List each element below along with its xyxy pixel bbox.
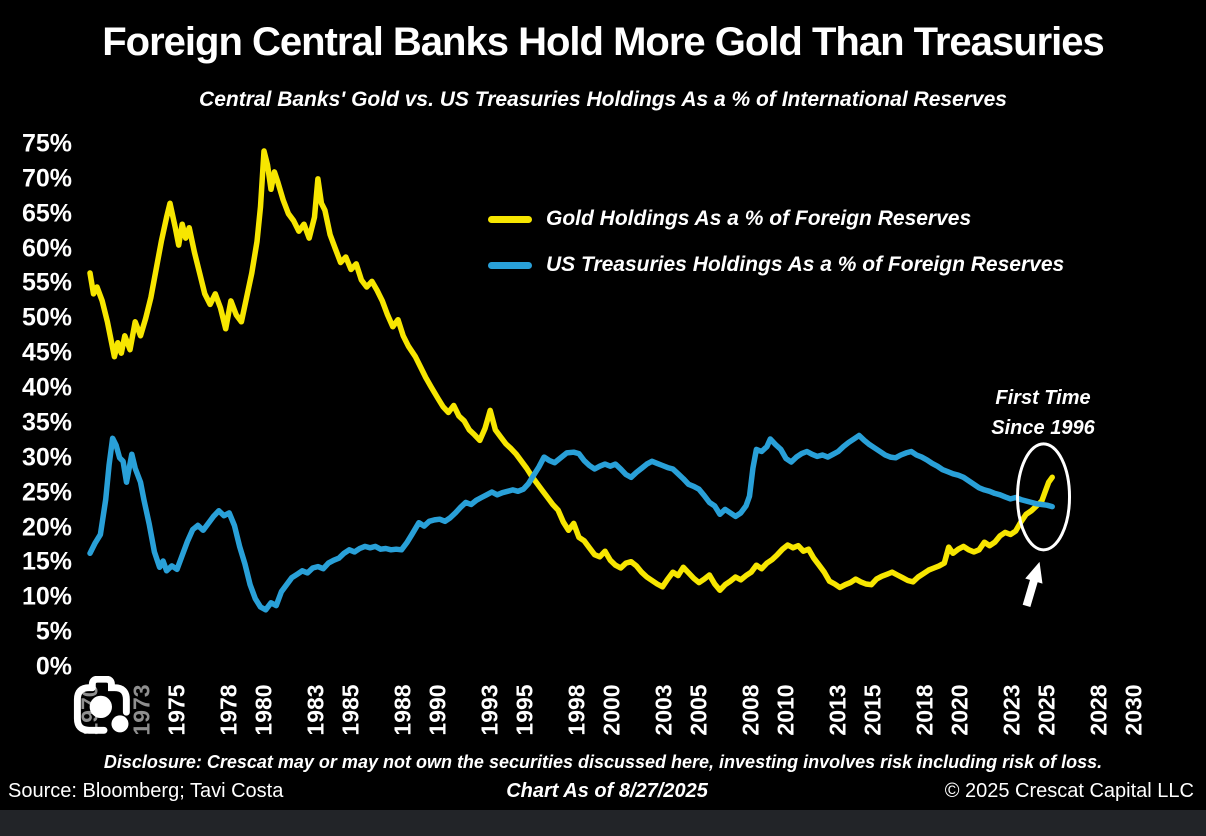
y-tick-label: 20% [21,513,72,542]
y-tick-label: 45% [21,338,72,367]
x-tick-label: 2015 [859,684,886,736]
x-tick-label: 1978 [215,684,242,736]
bottom-app-strip [0,810,1206,836]
x-tick-label: 2010 [772,684,799,736]
x-tick-label: 2028 [1085,684,1112,736]
x-tick-label: 1980 [250,684,277,736]
disclosure-text: Disclosure: Crescat may or may not own t… [103,752,1103,772]
y-tick-label: 70% [21,164,72,193]
x-tick-label: 1990 [424,684,451,736]
y-tick-label: 5% [35,617,72,646]
footer: Source: Bloomberg; Tavi Costa Chart As o… [0,780,1206,804]
x-tick-label: 1998 [563,684,590,736]
copyright-text: © 2025 Crescat Capital LLC [944,780,1194,802]
page-title: Foreign Central Banks Hold More Gold Tha… [102,20,1105,64]
x-tick-label: 2018 [911,684,938,736]
annotation-line-1: First Time [995,387,1091,409]
legend-item-gold: Gold Holdings As a % of Foreign Reserves [488,196,1064,242]
as-of-text: Chart As of 8/27/2025 [506,780,708,802]
annotation-arrow-shaft [1022,577,1039,607]
legend-label-treasuries: US Treasuries Holdings As a % of Foreign… [546,253,1065,276]
annotation-line-2: Since 1996 [991,417,1095,439]
x-tick-label: 2003 [650,684,677,736]
y-tick-label: 50% [21,303,72,332]
y-tick-label: 65% [21,199,72,228]
y-tick-label: 75% [21,129,72,158]
x-tick-label: 2005 [685,684,712,736]
y-tick-label: 30% [21,443,72,472]
legend: Gold Holdings As a % of Foreign Reserves… [488,196,1064,288]
camera-lens-icon[interactable] [72,675,136,742]
x-tick-label: 1995 [511,684,538,736]
annotation-arrow-head [1025,561,1043,584]
x-tick-label: 2000 [598,684,625,736]
first-time-annotation: First Time Since 1996 [968,383,1118,443]
legend-label-gold: Gold Holdings As a % of Foreign Reserves [546,207,972,230]
source-text: Source: Bloomberg; Tavi Costa [8,780,284,802]
gold-line [87,148,1055,594]
x-tick-label: 1993 [476,684,503,736]
gold-line-swatch [488,215,532,223]
x-tick-label: 2023 [998,684,1025,736]
x-tick-label: 2025 [1033,684,1060,736]
crossover-highlight-ellipse [1016,442,1072,552]
y-tick-label: 10% [21,582,72,611]
x-tick-label: 2008 [737,684,764,736]
y-tick-label: 40% [21,373,72,402]
y-tick-label: 60% [21,234,72,263]
legend-item-treasuries: US Treasuries Holdings As a % of Foreign… [488,242,1064,288]
y-tick-label: 55% [21,268,72,297]
x-tick-label: 2013 [824,684,851,736]
x-tick-label: 1985 [337,684,364,736]
y-tick-label: 25% [21,478,72,507]
y-tick-label: 35% [21,408,72,437]
treasuries-line-swatch [488,261,532,269]
x-tick-label: 1988 [389,684,416,736]
x-tick-label: 2020 [946,684,973,736]
treasuries-line [87,432,1055,613]
y-tick-label: 15% [21,547,72,576]
y-tick-label: 0% [35,652,72,681]
x-tick-label: 1983 [302,684,329,736]
x-tick-label: 2030 [1120,684,1147,736]
x-tick-label: 1975 [163,684,190,736]
chart-subtitle: Central Banks' Gold vs. US Treasuries Ho… [199,88,1007,111]
